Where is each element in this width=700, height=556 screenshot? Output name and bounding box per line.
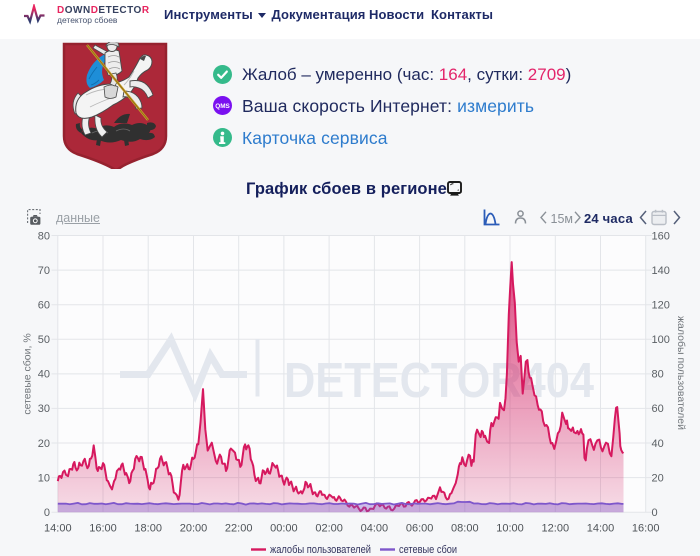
svg-text:30: 30 [38, 403, 50, 415]
svg-text:14:00: 14:00 [44, 523, 72, 535]
svg-text:QMS: QMS [215, 103, 230, 110]
svg-text:DETECTOR404: DETECTOR404 [284, 354, 594, 408]
svg-text:12:00: 12:00 [542, 523, 570, 535]
svg-text:0: 0 [44, 507, 50, 519]
svg-text:10: 10 [38, 472, 50, 484]
svg-text:40: 40 [38, 369, 50, 381]
svg-text:20: 20 [652, 472, 664, 484]
svg-text:16:00: 16:00 [89, 523, 117, 535]
svg-text:60: 60 [652, 403, 664, 415]
svg-text:0: 0 [652, 507, 658, 519]
svg-text:120: 120 [652, 300, 670, 312]
svg-text:60: 60 [38, 300, 50, 312]
svg-text:сетевые сбои: сетевые сбои [399, 544, 457, 556]
svg-text:10:00: 10:00 [496, 523, 524, 535]
svg-text:100: 100 [652, 334, 670, 346]
svg-text:80: 80 [38, 230, 50, 242]
svg-text:00:00: 00:00 [270, 523, 298, 535]
svg-text:04:00: 04:00 [361, 523, 389, 535]
svg-text:160: 160 [652, 230, 670, 242]
svg-text:20:00: 20:00 [180, 523, 208, 535]
svg-text:06:00: 06:00 [406, 523, 434, 535]
svg-text:02:00: 02:00 [315, 523, 343, 535]
svg-text:16:00: 16:00 [632, 523, 660, 535]
svg-text:20: 20 [38, 438, 50, 450]
svg-text:140: 140 [652, 265, 670, 277]
svg-text:сетевые сбои, %: сетевые сбои, % [22, 333, 34, 414]
svg-text:80: 80 [652, 369, 664, 381]
svg-text:70: 70 [38, 265, 50, 277]
svg-text:14:00: 14:00 [587, 523, 615, 535]
svg-text:50: 50 [38, 334, 50, 346]
svg-text:22:00: 22:00 [225, 523, 253, 535]
svg-text:жалобы пользователей: жалобы пользователей [675, 316, 687, 430]
svg-text:08:00: 08:00 [451, 523, 479, 535]
svg-text:40: 40 [652, 438, 664, 450]
svg-text:18:00: 18:00 [134, 523, 162, 535]
svg-text:жалобы пользователей: жалобы пользователей [270, 544, 371, 556]
